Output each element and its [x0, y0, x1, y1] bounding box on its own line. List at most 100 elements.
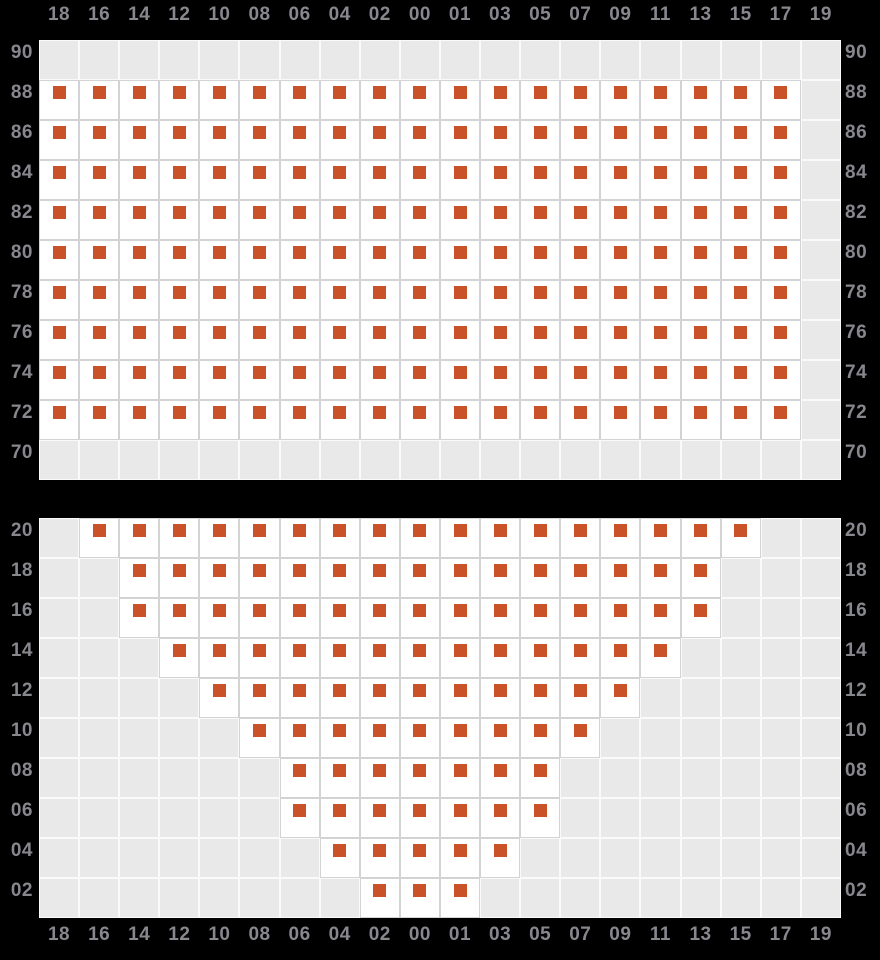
grid-cell-marked	[760, 400, 801, 440]
cell-marker-square	[613, 206, 627, 219]
row-label-right: 74	[845, 362, 868, 383]
cell-marker-square	[453, 844, 467, 857]
cell-marker-square	[453, 286, 467, 299]
grid-cell-marked	[520, 240, 561, 280]
cell-marker-square	[493, 406, 507, 419]
cell-marker-square	[453, 86, 467, 99]
cell-marker-square	[413, 684, 427, 697]
cell-marker-square	[413, 206, 427, 219]
row-label-right: 88	[845, 82, 868, 103]
grid-cell-marked	[720, 200, 761, 240]
grid-cell-marked	[600, 80, 641, 120]
cell-marker-square	[413, 804, 427, 817]
grid-cell-empty	[800, 280, 841, 320]
cell-marker-square	[694, 326, 708, 339]
cell-marker-square	[493, 804, 507, 817]
grid-cell-marked	[279, 678, 320, 718]
cell-marker-square	[333, 86, 347, 99]
cell-marker-square	[413, 884, 427, 897]
grid-cell-marked	[439, 360, 481, 400]
grid-cell-marked	[439, 598, 481, 638]
grid-cell-marked	[319, 80, 360, 120]
grid-cell-marked	[760, 280, 801, 320]
row-label-right: 82	[845, 202, 868, 223]
grid-cell-marked	[439, 240, 481, 280]
cell-marker-square	[734, 126, 748, 139]
cell-marker-square	[654, 604, 668, 617]
grid-cell-marked	[119, 240, 160, 280]
grid-cell-empty	[640, 878, 681, 918]
cell-marker-square	[493, 206, 507, 219]
column-label: 00	[408, 924, 431, 945]
grid-cell-marked	[399, 838, 440, 878]
grid-cell-marked	[279, 518, 320, 558]
grid-cell-marked	[439, 518, 481, 558]
grid-cell-empty	[800, 878, 841, 918]
grid-cell-marked	[520, 518, 561, 558]
row-label-right: 12	[845, 680, 868, 701]
grid-cell-marked	[720, 160, 761, 200]
column-label: 15	[729, 4, 752, 25]
cell-marker-square	[774, 326, 788, 339]
cell-marker-square	[132, 326, 146, 339]
column-label: 03	[489, 924, 512, 945]
grid-cell-marked	[600, 320, 641, 360]
cell-marker-square	[734, 286, 748, 299]
grid-cell-marked	[159, 160, 200, 200]
cell-marker-square	[533, 604, 547, 617]
row-label-left: 88	[10, 82, 33, 103]
cell-marker-square	[333, 246, 347, 259]
cell-marker-square	[613, 524, 627, 537]
cell-marker-square	[333, 206, 347, 219]
grid-cell-marked	[159, 240, 200, 280]
row-label-left: 02	[10, 880, 33, 901]
row-label-left: 70	[10, 442, 33, 463]
grid-cell-marked	[439, 758, 481, 798]
column-label: 11	[649, 4, 671, 25]
grid-cell-marked	[399, 598, 440, 638]
grid-cell-empty	[39, 40, 80, 80]
cell-marker-square	[52, 206, 66, 219]
cell-marker-square	[333, 684, 347, 697]
grid-cell-marked	[439, 80, 481, 120]
grid-cell-empty	[79, 678, 120, 718]
row-label-right: 18	[845, 560, 868, 581]
cell-marker-square	[212, 326, 226, 339]
cell-marker-square	[654, 246, 668, 259]
cell-marker-square	[132, 166, 146, 179]
grid-cell-marked	[359, 678, 400, 718]
grid-cell-marked	[159, 280, 200, 320]
grid-cell-marked	[520, 678, 561, 718]
grid-cell-marked	[680, 160, 721, 200]
grid-cell-marked	[520, 718, 561, 758]
column-label: 11	[649, 924, 671, 945]
grid-cell-marked	[480, 758, 521, 798]
grid-cell-marked	[359, 638, 400, 678]
cell-marker-square	[253, 366, 267, 379]
grid-cell-marked	[399, 240, 440, 280]
grid-cell-empty	[800, 838, 841, 878]
cell-marker-square	[654, 644, 668, 657]
grid-cell-marked	[239, 360, 280, 400]
grid-cell-marked	[119, 320, 160, 360]
grid-cell-empty	[199, 798, 240, 838]
grid-cell-empty	[800, 558, 841, 598]
grid-cell-marked	[520, 400, 561, 440]
grid-cell-empty	[319, 878, 360, 918]
column-label: 14	[128, 4, 151, 25]
grid-cell-marked	[600, 360, 641, 400]
grid-cell-marked	[359, 320, 400, 360]
grid-cell-empty	[159, 878, 200, 918]
row-label-left: 14	[10, 640, 33, 661]
grid-cell-marked	[239, 80, 280, 120]
grid-cell-empty	[439, 40, 481, 80]
grid-cell-empty	[79, 878, 120, 918]
grid-cell-empty	[39, 678, 80, 718]
grid-cell-marked	[239, 320, 280, 360]
grid-cell-marked	[399, 718, 440, 758]
cell-marker-square	[293, 126, 307, 139]
grid-cell-empty	[800, 798, 841, 838]
grid-cell-marked	[600, 240, 641, 280]
grid-cell-marked	[480, 518, 521, 558]
grid-cell-marked	[319, 838, 360, 878]
